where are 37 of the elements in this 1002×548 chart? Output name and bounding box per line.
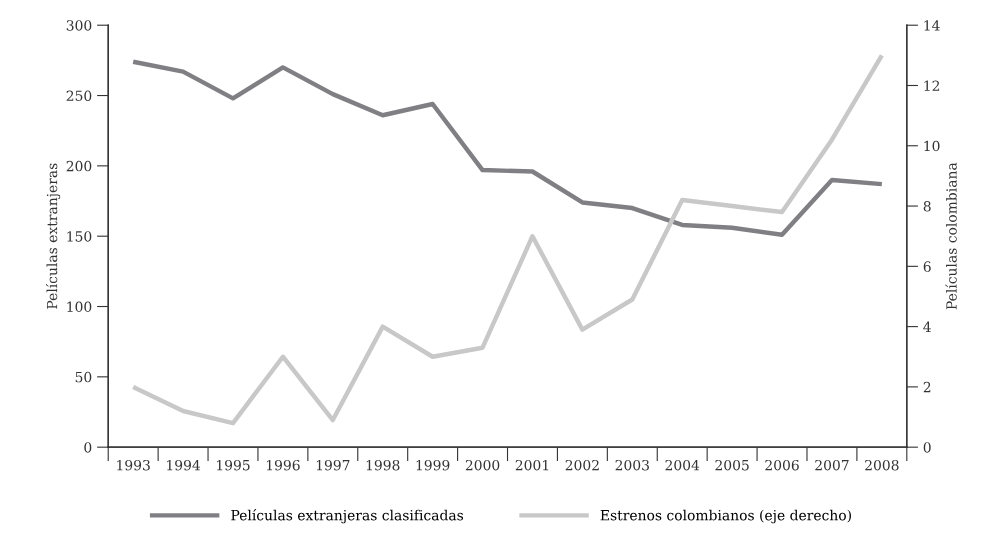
legend-label: Estrenos colombianos (eje derecho): [600, 509, 851, 524]
y2-tick-label: 14: [924, 20, 940, 31]
x-tick-label: 2002: [565, 459, 599, 471]
x-tick-label: 2006: [765, 459, 799, 471]
x-tick-label: 2005: [715, 459, 749, 471]
y2-tick-label: 0: [923, 442, 931, 453]
x-tick-label: 2001: [515, 459, 549, 471]
y-tick-label: 200: [66, 160, 92, 172]
line-series: [130, 59, 885, 237]
x-tick-label: 2004: [665, 459, 700, 471]
x-tick-label: 1994: [167, 459, 201, 471]
x-tick-label: 1998: [366, 459, 400, 471]
x-tick-label: 1993: [117, 459, 150, 471]
legend-label: Películas extranjeras clasificadas: [231, 509, 464, 524]
x-tick-label: 1999: [416, 459, 450, 471]
y-tick-label: 300: [66, 20, 92, 31]
x-tick-label: 2003: [615, 459, 649, 471]
y-tick-label: 50: [75, 371, 92, 383]
x-tick-label: 2007: [815, 459, 849, 471]
y2-tick-label: 4: [923, 321, 931, 332]
x-tick-label: 2008: [865, 459, 899, 471]
y-tick-label: 0: [84, 442, 92, 453]
y-tick-label: 100: [67, 301, 92, 312]
x-tick-label: 2000: [465, 459, 500, 471]
y-axis-title: Películas extranjeras: [45, 163, 61, 309]
x-tick-label: 1997: [316, 459, 350, 471]
x-tick-label: 1995: [217, 459, 250, 471]
y2-tick-label: 2: [923, 381, 931, 393]
y2-tick-label: 6: [923, 261, 931, 272]
line-series: [130, 53, 885, 426]
y-tick-label: 250: [66, 90, 92, 102]
x-tick-label: 1996: [266, 459, 300, 471]
y2-axis-title: Películas colombiana: [945, 162, 957, 310]
y2-tick-label: 10: [924, 140, 940, 152]
y-tick-label: 150: [67, 231, 92, 242]
y2-tick-label: 12: [924, 80, 940, 91]
y2-tick-label: 8: [923, 201, 931, 212]
